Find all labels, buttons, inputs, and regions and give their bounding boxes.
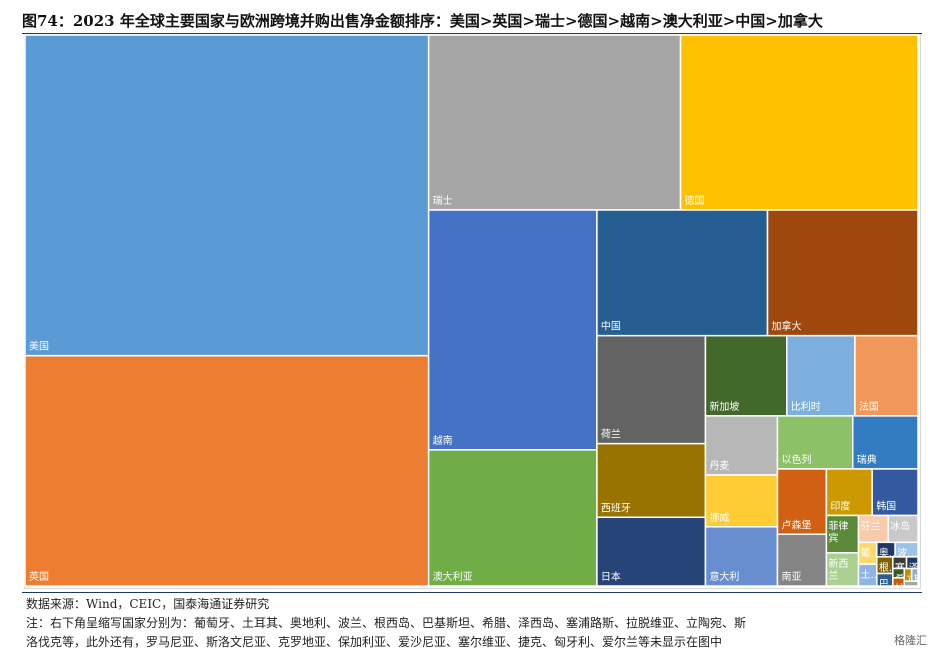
treemap-tile-8: 荷兰 (596, 334, 707, 445)
treemap-label-4: 越南 (433, 434, 453, 447)
treemap-label-5: 澳大利亚 (433, 570, 473, 583)
treemap-label-13: 法国 (859, 400, 879, 413)
treemap-label-1: 英国 (29, 570, 49, 583)
treemap-label-27: 葡… (861, 546, 881, 559)
treemap-rect-0 (24, 34, 430, 357)
treemap-tile-11: 新加坡 (704, 334, 788, 417)
treemap-rect-8 (596, 334, 707, 445)
treemap-label-25: 芬兰 (861, 519, 881, 532)
treemap-label-32: 巴… (879, 579, 899, 587)
treemap-label-29: 奥… (879, 546, 899, 559)
treemap-tile-15: 挪威 (704, 474, 779, 528)
treemap-rect-18 (852, 415, 919, 470)
treemap-label-11: 新加坡 (709, 400, 739, 413)
treemap-tile-22: 韩国 (871, 468, 919, 517)
treemap-tile-24: 新西兰 (825, 552, 860, 587)
treemap-rect-17 (776, 415, 854, 470)
treemap-rect-4 (427, 209, 598, 451)
treemap-label-2: 瑞士 (433, 194, 453, 207)
treemap-label-36: 拉 (895, 582, 905, 587)
treemap-rect-39 (903, 580, 919, 587)
treemap-label-16: 意大利 (709, 570, 739, 583)
treemap-tile-0: 美国 (24, 34, 430, 357)
treemap-tile-12: 比利时 (786, 334, 856, 417)
treemap-tile-16: 意大利 (704, 526, 779, 587)
treemap-tile-1: 英国 (24, 354, 430, 587)
treemap-tile-4: 越南 (427, 209, 598, 451)
treemap-tile-18: 瑞典 (852, 415, 919, 470)
watermark: 格隆汇 (891, 631, 930, 649)
treemap-rect-20 (776, 533, 828, 587)
treemap-rect-25 (857, 514, 890, 544)
treemap-label-26: 冰岛 (890, 519, 910, 532)
treemap-label-17: 以色列 (781, 453, 811, 466)
treemap-tile-13: 法国 (854, 334, 919, 417)
treemap-label-14: 丹麦 (709, 460, 729, 472)
treemap-rect-16 (704, 526, 779, 587)
treemap-label-10: 日本 (601, 570, 621, 583)
treemap-tile-19: 卢森堡 (776, 468, 828, 536)
treemap-tile-2: 瑞士 (427, 34, 682, 211)
treemap-rect-22 (871, 468, 919, 517)
treemap-tile-9: 西班牙 (596, 442, 707, 519)
treemap-tile-26: 冰岛 (887, 514, 919, 544)
treemap-tile-20: 南亚 (776, 533, 828, 587)
treemap-rect-6 (596, 209, 769, 337)
treemap-tile-25: 芬兰 (857, 514, 890, 544)
treemap-label-20: 南亚 (781, 570, 801, 583)
title-divider (22, 33, 922, 34)
treemap-rect-7 (766, 209, 919, 337)
treemap-rect-1 (24, 354, 430, 587)
treemap-label-22: 韩国 (876, 499, 896, 512)
source-note: 数据来源：Wind，CEIC，国泰海通证券研究 (26, 597, 270, 611)
treemap-tile-39 (903, 580, 919, 587)
treemap-rect-5 (427, 449, 598, 587)
treemap-tile-23: 菲律宾 (825, 514, 860, 554)
chart-area: 美国英国 瑞士 德国越南澳大利亚 中国 加拿大荷兰西班牙日本 新加坡 比利时 法国丹麦挪威意大… (24, 34, 921, 589)
treemap-tile-5: 澳大利亚 (427, 449, 598, 587)
treemap-label-23: 菲律宾 (828, 519, 848, 544)
treemap-tile-6: 中国 (596, 209, 769, 337)
treemap-label-7: 加拿大 (772, 320, 802, 333)
treemap-tile-36: 拉 (892, 577, 906, 587)
treemap-rect-26 (887, 514, 919, 544)
footnote-line-2: 洛伐克等，此外还有，罗马尼亚、斯洛文尼亚、克罗地亚、保加利亚、爱沙尼亚、塞尔维亚… (26, 635, 723, 649)
treemap-rect-24 (825, 552, 860, 587)
treemap-label-28: 土… (861, 568, 881, 581)
treemap-rect-9 (596, 442, 707, 519)
footer-divider (22, 592, 922, 593)
treemap-label-6: 中国 (601, 320, 621, 333)
footnote-line-1: 注：右下角呈缩写国家分别为：葡萄牙、土耳其、奥地利、波兰、根西岛、巴基斯坦、希腊… (26, 616, 747, 630)
treemap-tile-10: 日本 (596, 516, 707, 587)
treemap-rect-3 (679, 34, 919, 211)
treemap-tile-3: 德国 (679, 34, 919, 211)
treemap-label-0: 美国 (29, 340, 49, 353)
treemap-tile-7: 加拿大 (766, 209, 919, 337)
treemap-label-15: 挪威 (709, 511, 729, 524)
treemap-label-38: 斯 (914, 573, 919, 586)
treemap-tile-30: 波… (894, 541, 919, 559)
treemap-label-19: 卢森堡 (781, 518, 811, 531)
chart-title: 图74：2023 年全球主要国家与欧洲跨境并购出售净金额排序：美国>英国>瑞士>… (22, 12, 823, 30)
treemap-label-8: 荷兰 (601, 428, 621, 441)
treemap-label-30: 波… (897, 546, 917, 559)
treemap-label-21: 印度 (830, 499, 850, 512)
treemap-rect-2 (427, 34, 682, 211)
treemap-label-3: 德国 (685, 194, 705, 207)
treemap-label-12: 比利时 (791, 401, 821, 413)
treemap-tile-14: 丹麦 (704, 415, 779, 476)
treemap-label-24: 新西兰 (828, 557, 848, 582)
treemap-label-18: 瑞典 (857, 453, 877, 466)
treemap-label-9: 西班牙 (601, 502, 631, 514)
treemap-tile-17: 以色列 (776, 415, 854, 470)
treemap-tile-21: 印度 (825, 468, 873, 517)
